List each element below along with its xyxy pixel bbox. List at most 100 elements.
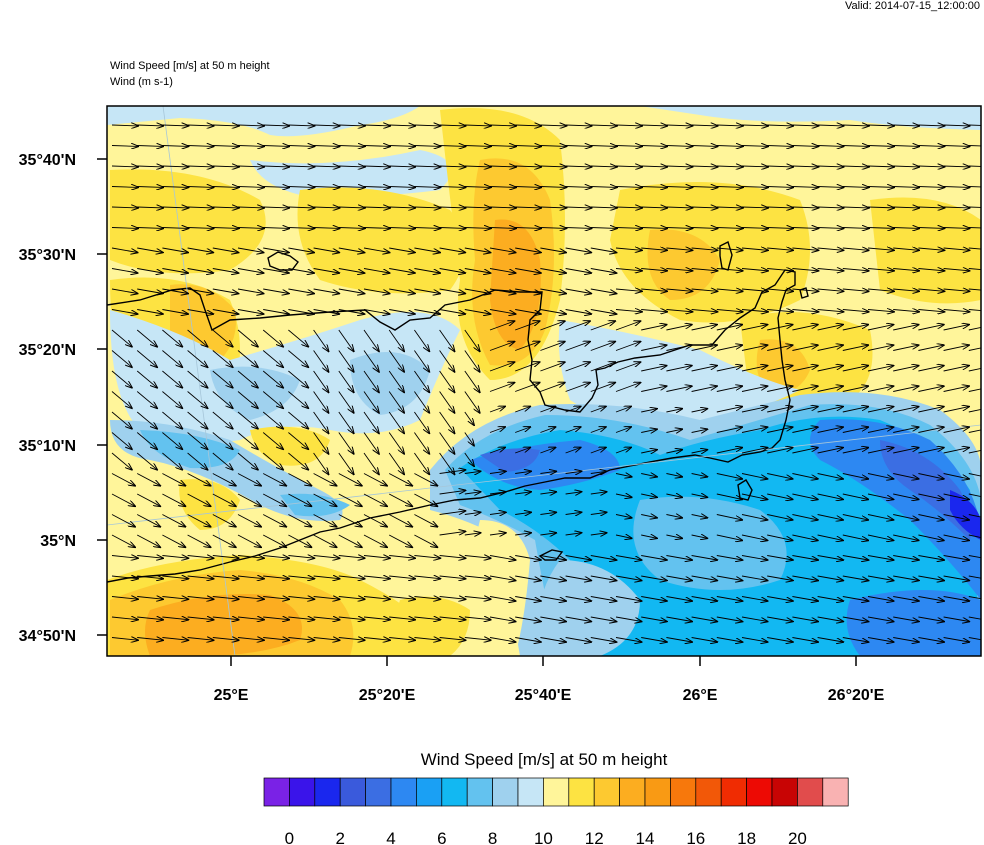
wind-arrow xyxy=(590,427,606,433)
wind-arrow xyxy=(111,207,138,208)
colorbar-swatch xyxy=(416,777,443,807)
wind-arrow xyxy=(867,596,894,602)
wind-arrow xyxy=(363,247,390,253)
wind-arrow xyxy=(162,329,182,347)
wind-arrow xyxy=(137,187,163,188)
wind-arrow xyxy=(137,597,163,600)
wind-arrow xyxy=(565,228,592,229)
lon-label: 25°E xyxy=(214,687,249,704)
wind-arrow xyxy=(893,493,918,499)
wind-arrow xyxy=(817,616,844,622)
wind-arrow xyxy=(288,576,314,579)
wind-arrow xyxy=(741,345,767,351)
wind-arrow xyxy=(187,493,211,506)
wind-arrow xyxy=(867,407,893,413)
wind-arrow xyxy=(414,432,429,454)
wind-arrow xyxy=(363,268,390,274)
wind-arrow xyxy=(893,187,919,188)
wind-arrow xyxy=(615,427,631,433)
wind-arrow xyxy=(716,407,742,413)
wind-arrow xyxy=(565,187,592,188)
wind-arrow xyxy=(716,310,743,312)
wind-arrow xyxy=(590,471,607,473)
wind-arrow xyxy=(111,617,138,620)
wind-arrow xyxy=(691,575,718,581)
wind-arrow xyxy=(540,342,564,351)
wind-arrow xyxy=(943,473,969,479)
wind-arrow xyxy=(741,228,768,229)
wind-arrow xyxy=(237,452,258,470)
wind-arrow xyxy=(666,535,682,538)
wind-arrow xyxy=(792,575,818,581)
wind-arrow xyxy=(515,596,541,602)
wind-arrow xyxy=(842,637,869,643)
wind-arrow xyxy=(263,207,289,208)
colorbar-swatch xyxy=(441,777,468,807)
wind-arrow xyxy=(691,248,718,250)
wind-arrow xyxy=(767,146,793,147)
wind-arrow xyxy=(439,146,466,147)
wind-arrow xyxy=(515,637,541,643)
wind-arrow xyxy=(741,166,768,167)
colorbar-label: 8 xyxy=(488,829,497,845)
wind-arrow xyxy=(918,228,944,229)
wind-arrow xyxy=(741,493,767,499)
colorbar-swatch xyxy=(593,777,620,807)
wind-arrow xyxy=(237,514,261,527)
wind-arrow xyxy=(515,533,531,535)
wind-arrow xyxy=(716,146,743,147)
wind-arrow xyxy=(515,228,541,229)
wind-arrow xyxy=(489,321,514,331)
wind-arrow xyxy=(111,146,138,147)
wind-arrow xyxy=(666,125,692,126)
wind-arrow xyxy=(767,493,792,499)
wind-arrow xyxy=(237,268,264,274)
wind-arrow xyxy=(666,207,692,208)
wind-arrow xyxy=(136,432,157,450)
wind-arrow xyxy=(439,576,466,579)
wind-arrow xyxy=(590,492,607,494)
wind-arrow xyxy=(439,228,466,229)
wind-arrow xyxy=(263,617,289,620)
colorbar-label: 10 xyxy=(534,829,553,845)
wind-arrow xyxy=(515,247,541,253)
wind-arrow xyxy=(792,345,817,351)
wind-arrow xyxy=(867,473,893,479)
wind-arrow xyxy=(968,367,981,372)
wind-arrow xyxy=(893,427,918,433)
vector-title: Wind (m s-1) xyxy=(110,76,173,88)
wind-arrow xyxy=(237,207,264,208)
wind-arrow xyxy=(414,473,437,486)
wind-arrow xyxy=(842,493,868,499)
wind-arrow xyxy=(817,493,843,499)
wind-arrow xyxy=(968,408,981,413)
wind-arrow xyxy=(187,207,214,208)
wind-arrow xyxy=(338,370,354,392)
wind-arrow xyxy=(817,146,844,147)
wind-arrow xyxy=(666,616,692,622)
wind-arrow xyxy=(817,166,844,167)
wind-arrow xyxy=(162,617,188,620)
wind-arrow xyxy=(817,575,844,581)
wind-arrow xyxy=(187,228,214,229)
wind-arrow xyxy=(136,329,157,347)
wind-arrow xyxy=(489,309,516,315)
wind-arrow xyxy=(842,289,869,291)
wind-arrow xyxy=(943,386,969,392)
wind-arrow xyxy=(439,288,466,294)
wind-arrow xyxy=(741,146,768,147)
colorbar-swatch xyxy=(263,777,290,807)
wind-arrow xyxy=(691,616,718,622)
wind-arrow xyxy=(867,637,894,643)
wind-arrow xyxy=(918,596,944,602)
wind-arrow xyxy=(792,493,817,499)
wind-arrow xyxy=(691,289,718,291)
wind-arrow xyxy=(968,268,981,271)
wind-arrow xyxy=(162,452,182,470)
colorbar-swatch xyxy=(466,777,493,807)
wind-arrow xyxy=(767,289,793,291)
wind-arrow xyxy=(615,575,642,581)
colorbar-label: 20 xyxy=(788,829,807,845)
wind-arrow xyxy=(842,366,868,372)
wind-arrow xyxy=(111,309,138,315)
